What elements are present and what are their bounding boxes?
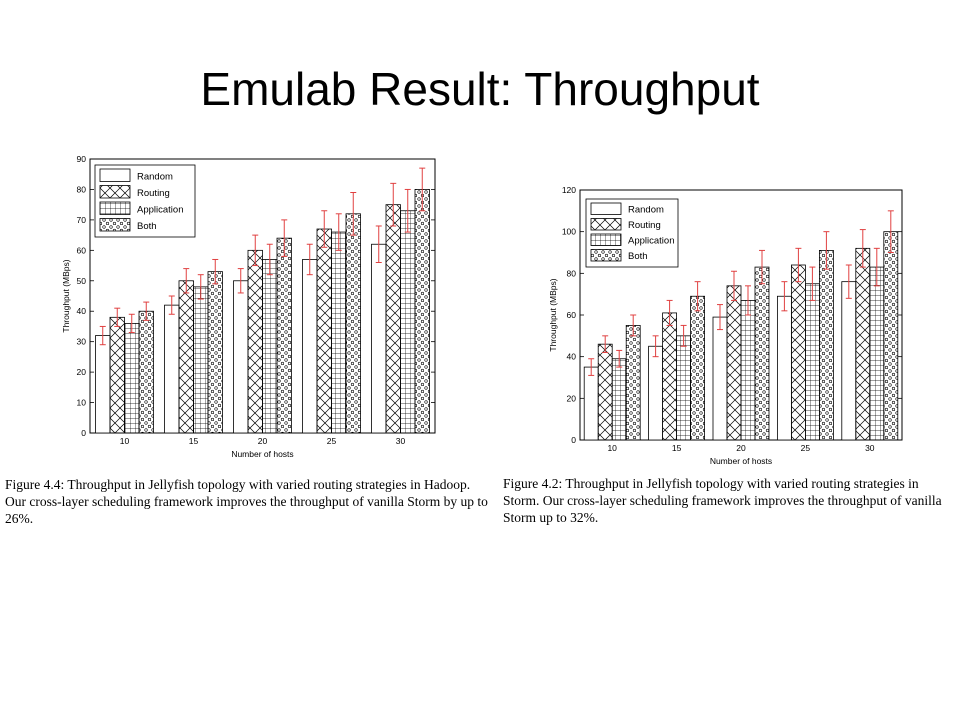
y-tick-label: 80 xyxy=(567,268,577,278)
bar-both-25 xyxy=(818,250,834,441)
x-tick-label: 15 xyxy=(672,443,682,453)
x-axis-label: Number of hosts xyxy=(710,456,772,466)
legend-swatch-application xyxy=(590,233,622,246)
legend-label-random: Random xyxy=(628,205,664,216)
y-tick-label: 40 xyxy=(567,352,577,362)
y-tick-label: 10 xyxy=(77,398,87,408)
legend-swatch-application xyxy=(99,201,131,215)
bar-random-15 xyxy=(648,345,663,441)
bar-application-25 xyxy=(331,231,347,434)
x-tick-label: 20 xyxy=(736,443,746,453)
x-tick-label: 10 xyxy=(120,436,130,446)
throughput-chart-hadoop: 0 10 20 30 40 50 60 70 80 90 10 15 20 25 30 Number of h… xyxy=(61,154,436,459)
bar-both-10 xyxy=(138,310,154,434)
y-axis-label: Throughput (MBps) xyxy=(548,278,558,351)
chart-figure-storm: 0 20 40 60 80 100 120 10 15 20 25 30 Number of hosts… xyxy=(545,180,915,470)
bar-both-30 xyxy=(414,189,430,434)
figure-caption-hadoop: Figure 4.4: Throughput in Jellyfish topo… xyxy=(5,477,488,526)
bar-application-15 xyxy=(676,335,692,441)
bar-application-10 xyxy=(611,358,627,441)
bar-both-20 xyxy=(754,266,770,441)
bar-routing-15 xyxy=(662,312,677,441)
y-tick-label: 60 xyxy=(567,310,577,320)
legend-label-routing: Routing xyxy=(137,188,170,199)
bar-application-30 xyxy=(400,210,416,434)
bar-both-15 xyxy=(207,271,223,434)
x-tick-label: 10 xyxy=(607,443,617,453)
y-tick-label: 60 xyxy=(77,245,87,255)
bar-both-20 xyxy=(276,237,292,434)
y-tick-label: 40 xyxy=(77,306,87,316)
y-tick-label: 100 xyxy=(562,227,576,237)
bar-random-15 xyxy=(164,304,180,434)
y-tick-label: 80 xyxy=(77,184,87,194)
y-tick-label: 90 xyxy=(77,154,87,164)
legend-label-application: Application xyxy=(628,236,674,247)
bar-both-30 xyxy=(883,231,899,441)
y-tick-label: 20 xyxy=(77,367,87,377)
y-tick-label: 30 xyxy=(77,337,87,347)
bar-routing-30 xyxy=(385,204,401,434)
bar-application-20 xyxy=(740,300,756,441)
y-tick-label: 20 xyxy=(567,393,577,403)
legend-label-both: Both xyxy=(628,251,648,262)
bar-application-10 xyxy=(124,322,140,434)
y-tick-label: 0 xyxy=(81,428,86,438)
bar-routing-10 xyxy=(597,343,613,441)
bar-application-30 xyxy=(869,266,885,441)
x-tick-label: 25 xyxy=(327,436,337,446)
x-axis-label: Number of hosts xyxy=(231,449,293,459)
bar-application-25 xyxy=(804,283,820,441)
bar-random-10 xyxy=(583,366,599,441)
slide-title: Emulab Result: Throughput xyxy=(200,63,760,115)
y-axis-label: Throughput (MBps) xyxy=(61,259,71,332)
bar-random-10 xyxy=(95,335,111,434)
legend-swatch-routing xyxy=(99,185,131,199)
x-tick-label: 30 xyxy=(396,436,406,446)
y-tick-label: 120 xyxy=(562,185,576,195)
bar-routing-15 xyxy=(178,280,194,434)
figure-caption-storm: Figure 4.2: Throughput in Jellyfish topo… xyxy=(503,476,942,525)
legend-label-routing: Routing xyxy=(628,220,661,231)
bar-both-10 xyxy=(625,325,641,441)
bar-both-15 xyxy=(690,295,706,441)
legend-swatch-random xyxy=(590,202,622,215)
x-tick-label: 15 xyxy=(189,436,199,446)
bar-random-25 xyxy=(302,259,318,434)
x-tick-label: 20 xyxy=(258,436,268,446)
x-tick-label: 25 xyxy=(801,443,811,453)
y-tick-label: 70 xyxy=(77,215,87,225)
bar-routing-10 xyxy=(109,316,125,434)
bar-random-25 xyxy=(776,295,792,441)
bar-random-20 xyxy=(712,316,728,441)
legend-label-random: Random xyxy=(137,172,173,183)
chart-figure-hadoop: 0 10 20 30 40 50 60 70 80 90 10 15 20 25 30 Number of h… xyxy=(60,148,445,468)
bar-both-25 xyxy=(345,213,361,434)
legend-label-both: Both xyxy=(137,221,157,232)
y-tick-label: 0 xyxy=(571,435,576,445)
legend-swatch-routing xyxy=(590,218,622,231)
legend-label-application: Application xyxy=(137,205,183,216)
bar-routing-25 xyxy=(790,264,806,441)
bar-routing-25 xyxy=(316,228,332,434)
x-tick-label: 30 xyxy=(865,443,875,453)
bar-routing-20 xyxy=(247,249,263,434)
throughput-chart-storm: 0 20 40 60 80 100 120 10 15 20 25 30 Number of hosts… xyxy=(548,185,903,466)
bar-random-30 xyxy=(371,243,387,434)
y-tick-label: 50 xyxy=(77,276,87,286)
legend-swatch-both xyxy=(590,249,622,262)
bar-random-30 xyxy=(841,281,857,441)
bar-random-20 xyxy=(233,280,249,434)
bar-routing-20 xyxy=(726,285,742,441)
legend-swatch-both xyxy=(99,218,131,232)
bar-application-15 xyxy=(193,286,209,434)
bar-routing-30 xyxy=(855,247,871,441)
legend-swatch-random xyxy=(99,168,131,182)
bar-application-20 xyxy=(262,259,278,434)
